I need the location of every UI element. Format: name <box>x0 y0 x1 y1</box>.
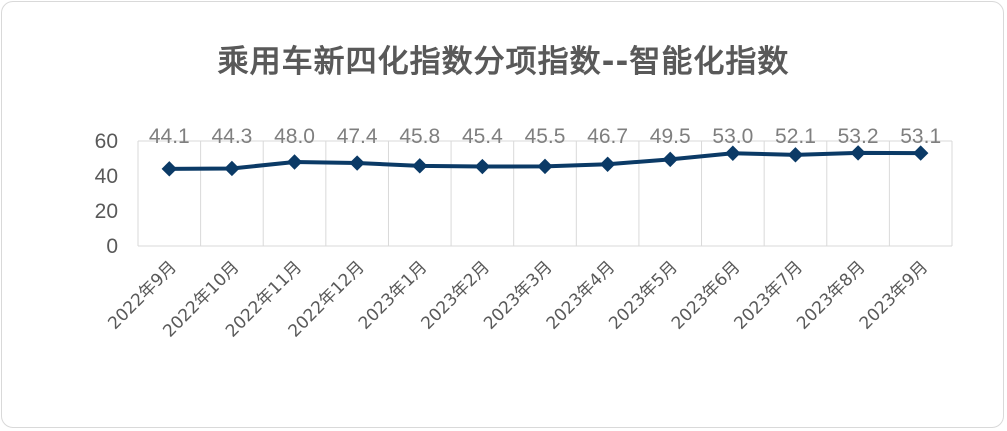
data-point-marker <box>787 147 804 163</box>
chart-title: 乘用车新四化指数分项指数--智能化指数 <box>217 44 790 80</box>
data-label: 53.1 <box>900 125 941 148</box>
data-label: 53.0 <box>712 125 753 148</box>
data-label: 52.1 <box>775 125 816 148</box>
data-point-marker <box>662 151 678 168</box>
data-point-marker <box>224 160 240 177</box>
data-label: 47.4 <box>337 125 378 148</box>
data-label: 48.0 <box>274 125 315 148</box>
data-point-marker <box>286 154 303 170</box>
y-tick-label: 40 <box>95 165 118 188</box>
data-label: 45.5 <box>525 125 566 148</box>
x-tick-label: 2023年9月 <box>856 257 932 333</box>
y-tick-label: 60 <box>95 130 118 153</box>
data-label: 46.7 <box>587 125 628 148</box>
data-label: 49.5 <box>650 125 691 148</box>
data-point-marker <box>912 145 929 161</box>
data-point-marker <box>161 161 178 177</box>
y-tick-label: 20 <box>95 200 118 223</box>
data-point-marker <box>412 158 428 174</box>
data-label: 45.8 <box>399 125 440 148</box>
data-point-marker <box>599 156 616 172</box>
data-label: 44.3 <box>211 125 252 148</box>
data-point-marker <box>474 158 491 175</box>
data-point-marker <box>725 145 741 161</box>
data-label: 45.4 <box>462 125 503 148</box>
data-point-marker <box>349 155 365 171</box>
y-tick-label: 0 <box>106 235 118 258</box>
data-label: 44.1 <box>149 125 190 148</box>
data-label: 53.2 <box>838 125 879 148</box>
data-point-marker <box>537 158 553 175</box>
data-point-marker <box>850 145 866 161</box>
